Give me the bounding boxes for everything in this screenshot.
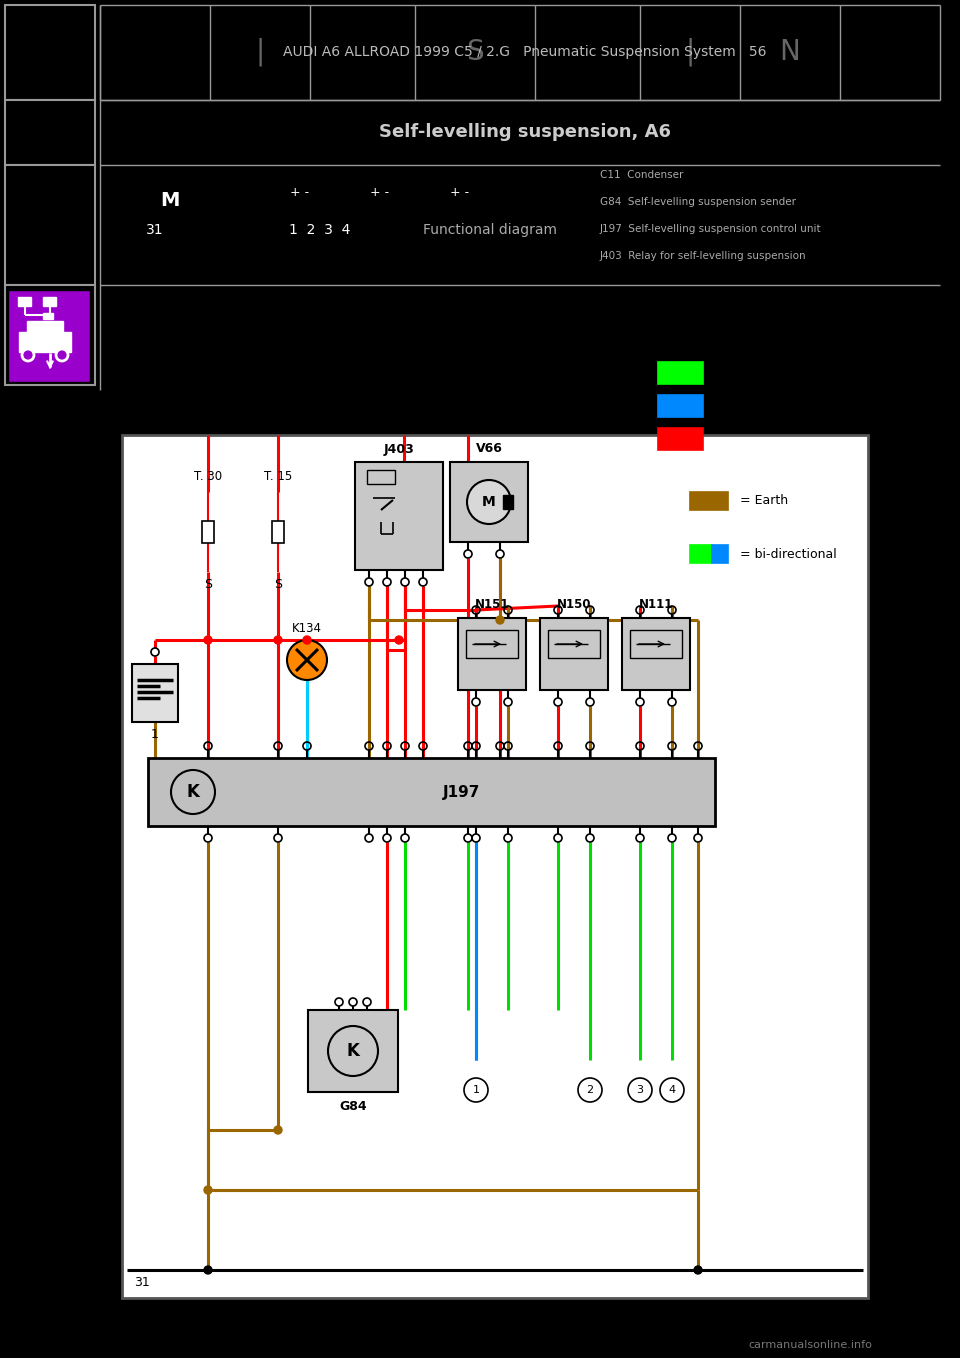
Text: C11  Condenser: C11 Condenser [600, 170, 684, 181]
Bar [202, 521, 214, 543]
Bar [690, 492, 728, 511]
Bar [503, 496, 513, 509]
Bar [308, 1010, 398, 1092]
Text: S: S [467, 38, 484, 67]
Bar [18, 297, 31, 306]
Bar [658, 395, 703, 417]
Bar [548, 630, 600, 659]
Bar [122, 435, 868, 1298]
Text: T. 30: T. 30 [194, 470, 222, 482]
Text: G84: G84 [339, 1100, 367, 1112]
Text: M: M [482, 496, 496, 509]
Text: N151: N151 [475, 599, 509, 611]
Circle shape [204, 636, 212, 644]
Circle shape [274, 636, 282, 644]
Text: K134: K134 [292, 622, 322, 634]
Bar [458, 618, 526, 690]
Text: G84  Self-levelling suspension sender: G84 Self-levelling suspension sender [600, 197, 796, 206]
Text: 1: 1 [151, 728, 159, 741]
Text: |: | [685, 38, 695, 67]
Text: Functional diagram: Functional diagram [423, 223, 557, 238]
Circle shape [22, 349, 34, 361]
Circle shape [694, 1266, 702, 1274]
Text: = Earth: = Earth [740, 494, 788, 508]
Bar [658, 363, 703, 384]
Bar [5, 285, 95, 386]
Bar [712, 545, 728, 564]
Text: 1: 1 [472, 1085, 479, 1095]
Text: Self-levelling suspension, A6: Self-levelling suspension, A6 [379, 124, 671, 141]
Text: + -: + - [291, 186, 309, 198]
Circle shape [660, 1078, 684, 1101]
Bar [8, 291, 90, 382]
Text: 4: 4 [668, 1085, 676, 1095]
Bar [19, 331, 71, 352]
Bar [622, 618, 690, 690]
Circle shape [395, 636, 403, 644]
Text: V66: V66 [475, 443, 502, 455]
Text: T. 15: T. 15 [264, 470, 292, 482]
Bar [43, 297, 56, 306]
Circle shape [496, 617, 504, 623]
Text: 31: 31 [134, 1277, 150, 1290]
Text: N150: N150 [557, 599, 591, 611]
Text: K: K [186, 784, 200, 801]
Circle shape [287, 640, 327, 680]
Text: carmanualsonline.info: carmanualsonline.info [748, 1340, 872, 1350]
Text: + -: + - [371, 186, 390, 198]
Text: J403: J403 [384, 443, 415, 455]
Bar [690, 545, 712, 564]
Bar [355, 462, 443, 570]
Bar [5, 166, 95, 285]
Text: 1  2  3  4: 1 2 3 4 [289, 223, 350, 238]
Circle shape [204, 1266, 212, 1274]
Circle shape [328, 1027, 378, 1076]
Text: 3: 3 [636, 1085, 643, 1095]
Circle shape [204, 1186, 212, 1194]
Text: 2: 2 [587, 1085, 593, 1095]
Bar [367, 470, 395, 483]
Text: J197: J197 [443, 785, 480, 800]
Text: AUDI A6 ALLROAD 1999 C5 / 2.G   Pneumatic Suspension System   56: AUDI A6 ALLROAD 1999 C5 / 2.G Pneumatic … [283, 45, 767, 58]
Text: K: K [347, 1042, 359, 1061]
Bar [272, 521, 284, 543]
Text: N: N [780, 38, 801, 67]
Bar [5, 5, 95, 100]
Text: = bi-directional: = bi-directional [740, 547, 837, 561]
Bar [27, 320, 63, 334]
Text: N111: N111 [638, 599, 673, 611]
Text: |: | [255, 38, 265, 67]
Circle shape [303, 636, 311, 644]
Bar [466, 630, 518, 659]
Circle shape [578, 1078, 602, 1101]
Bar [630, 630, 682, 659]
Text: + -: + - [450, 186, 469, 198]
Text: J197  Self-levelling suspension control unit: J197 Self-levelling suspension control u… [600, 224, 822, 234]
Text: S: S [204, 579, 212, 592]
Bar [658, 428, 703, 449]
Text: 31: 31 [146, 223, 164, 238]
Circle shape [171, 770, 215, 813]
Text: M: M [160, 190, 180, 209]
Circle shape [274, 1126, 282, 1134]
Bar [132, 664, 178, 722]
Circle shape [628, 1078, 652, 1101]
Bar [148, 758, 715, 826]
Bar [540, 618, 608, 690]
Circle shape [467, 479, 511, 524]
Bar [43, 312, 53, 319]
Bar [450, 462, 528, 542]
Text: J403  Relay for self-levelling suspension: J403 Relay for self-levelling suspension [600, 251, 806, 261]
Bar [5, 100, 95, 166]
Text: S: S [274, 579, 282, 592]
Circle shape [56, 349, 68, 361]
Circle shape [464, 1078, 488, 1101]
